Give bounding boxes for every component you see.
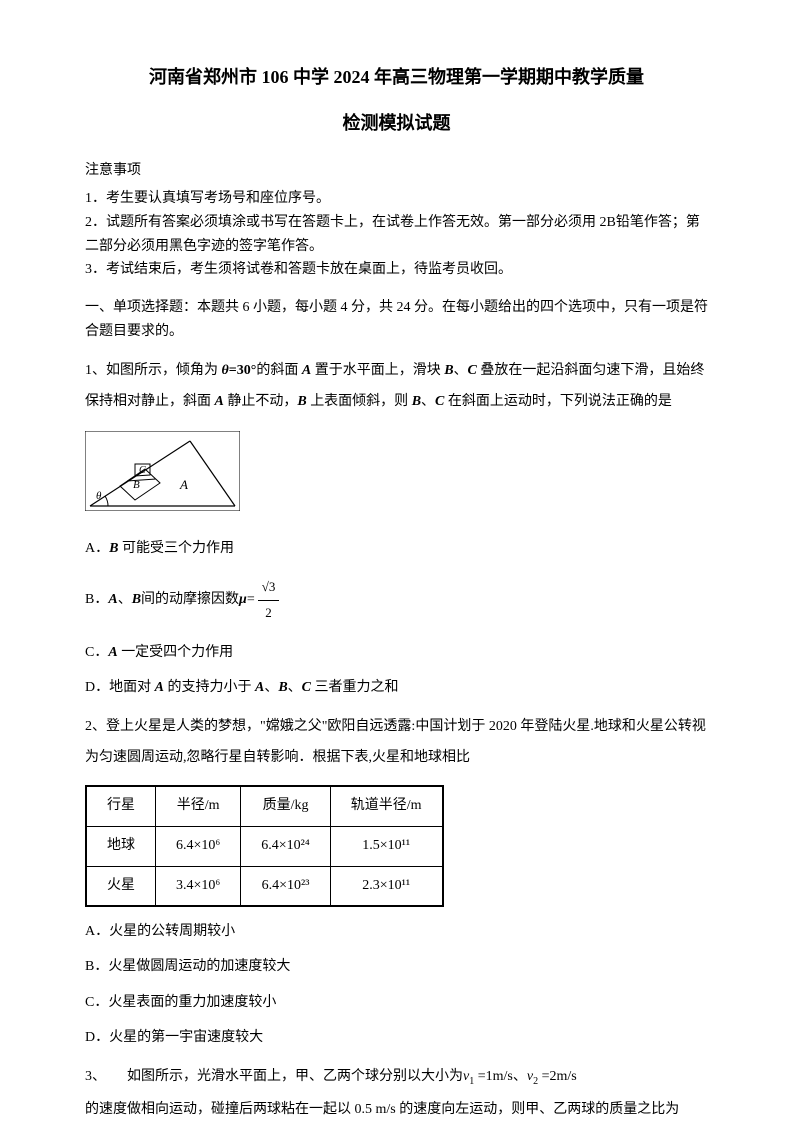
title-sub: 检测模拟试题 bbox=[85, 106, 708, 140]
q1C-2: 一定受四个力作用 bbox=[118, 645, 234, 660]
table-row-earth: 地球 6.4×10⁶ 6.4×10²⁴ 1.5×10¹¹ bbox=[86, 827, 443, 867]
q1B-0: B． bbox=[85, 587, 108, 614]
td-01: 6.4×10⁶ bbox=[156, 827, 241, 867]
q1-t17: 在斜面上运动时，下列说法正确的是 bbox=[444, 394, 672, 409]
q1-t8: C bbox=[468, 363, 477, 378]
table-row-mars: 火星 3.4×10⁶ 6.4×10²³ 2.3×10¹¹ bbox=[86, 866, 443, 906]
q1B-6: = bbox=[247, 587, 255, 614]
td-03: 1.5×10¹¹ bbox=[330, 827, 442, 867]
q1B-den: 2 bbox=[261, 601, 276, 626]
q1-option-A: A．B 可能受三个力作用 bbox=[85, 536, 708, 561]
q1-option-B: B．A、B 间的动摩擦因数 μ= √3 2 bbox=[85, 575, 708, 625]
q1D-4: 、 bbox=[264, 680, 278, 695]
q1D-1: A bbox=[155, 680, 164, 695]
th-2: 质量/kg bbox=[241, 786, 330, 826]
q1-t12: B bbox=[297, 394, 306, 409]
q1-option-C: C．A 一定受四个力作用 bbox=[85, 640, 708, 665]
q2-option-C: C．火星表面的重力加速度较小 bbox=[85, 990, 708, 1015]
question-3: 3、 如图所示，光滑水平面上，甲、乙两个球分别以大小为v1 =1m/s、v2 =… bbox=[85, 1062, 708, 1093]
th-1: 半径/m bbox=[156, 786, 241, 826]
th-0: 行星 bbox=[86, 786, 156, 826]
q1-t4: A bbox=[302, 363, 311, 378]
svg-text:θ: θ bbox=[96, 490, 102, 502]
q1-t2: =30° bbox=[229, 363, 257, 378]
q1-t13: 上表面倾斜，则 bbox=[307, 394, 412, 409]
q1D-0: D．地面对 bbox=[85, 680, 155, 695]
q3-p1a: 3、 如图所示，光滑水平面上，甲、乙两个球分别以大小为 bbox=[85, 1069, 463, 1084]
q3-eq2: =2m/s bbox=[538, 1069, 577, 1084]
th-3: 轨道半径/m bbox=[330, 786, 442, 826]
q1-t7: 、 bbox=[454, 363, 468, 378]
notice-item-2: 2．试题所有答案必须填涂或书写在答题卡上，在试卷上作答无效。第一部分必须用 2B… bbox=[85, 211, 708, 259]
td-02: 6.4×10²⁴ bbox=[241, 827, 330, 867]
q1B-fraction: √3 2 bbox=[258, 575, 280, 625]
q1B-1: A bbox=[108, 587, 117, 614]
q1-t3: 的斜面 bbox=[256, 363, 302, 378]
q1-t14: B bbox=[412, 394, 421, 409]
q1-t11: 静止不动， bbox=[224, 394, 298, 409]
svg-text:B: B bbox=[133, 479, 140, 491]
q1B-3: B bbox=[132, 587, 141, 614]
q1D-3: A bbox=[255, 680, 264, 695]
q1D-8: 三者重力之和 bbox=[311, 680, 399, 695]
q1D-2: 的支持力小于 bbox=[164, 680, 255, 695]
q1C-0: C． bbox=[85, 645, 108, 660]
td-10: 火星 bbox=[86, 866, 156, 906]
q2-option-D: D．火星的第一宇宙速度较大 bbox=[85, 1025, 708, 1050]
q1D-7: C bbox=[302, 680, 311, 695]
q1B-2: 、 bbox=[118, 587, 132, 614]
q1-t10: A bbox=[215, 394, 224, 409]
question-2: 2、登上火星是人类的梦想，"嫦娥之父"欧阳自远透露:中国计划于 2020 年登陆… bbox=[85, 712, 708, 774]
q1-option-D: D．地面对 A 的支持力小于 A、B、C 三者重力之和 bbox=[85, 675, 708, 700]
q1B-4: 间的动摩擦因数 bbox=[141, 587, 239, 614]
q1-t5: 置于水平面上，滑块 bbox=[311, 363, 444, 378]
q3-eq1: =1m/s、 bbox=[474, 1069, 527, 1084]
q1D-6: 、 bbox=[288, 680, 302, 695]
td-13: 2.3×10¹¹ bbox=[330, 866, 442, 906]
incline-diagram: θ A B C bbox=[85, 431, 708, 522]
td-00: 地球 bbox=[86, 827, 156, 867]
title-main: 河南省郑州市 106 中学 2024 年高三物理第一学期期中教学质量 bbox=[85, 60, 708, 94]
table-header-row: 行星 半径/m 质量/kg 轨道半径/m bbox=[86, 786, 443, 826]
q1C-1: A bbox=[108, 645, 117, 660]
notice-item-1: 1．考生要认真填写考场号和座位序号。 bbox=[85, 187, 708, 211]
q1-t0: 1、如图所示，倾角为 bbox=[85, 363, 222, 378]
q2-option-B: B．火星做圆周运动的加速度较大 bbox=[85, 954, 708, 979]
question-3-p2: 的速度做相向运动，碰撞后两球粘在一起以 0.5 m/s 的速度向左运动，则甲、乙… bbox=[85, 1095, 708, 1126]
q1-t6: B bbox=[444, 363, 453, 378]
q2-option-A: A．火星的公转周期较小 bbox=[85, 919, 708, 944]
td-11: 3.4×10⁶ bbox=[156, 866, 241, 906]
notice-item-3: 3．考试结束后，考生须将试卷和答题卡放在桌面上，待监考员收回。 bbox=[85, 258, 708, 282]
svg-text:A: A bbox=[179, 477, 188, 492]
q1-t15: 、 bbox=[421, 394, 435, 409]
svg-text:C: C bbox=[139, 465, 146, 476]
q1A-2: 可能受三个力作用 bbox=[118, 541, 234, 556]
section1-intro: 一、单项选择题：本题共 6 小题，每小题 4 分，共 24 分。在每小题给出的四… bbox=[85, 296, 708, 344]
q1B-5: μ bbox=[239, 587, 247, 614]
notice-header: 注意事项 bbox=[85, 158, 708, 185]
question-1: 1、如图所示，倾角为 θ=30°的斜面 A 置于水平面上，滑块 B、C 叠放在一… bbox=[85, 356, 708, 418]
q1A-0: A． bbox=[85, 541, 109, 556]
q1-t16: C bbox=[435, 394, 444, 409]
q1B-num: √3 bbox=[258, 575, 280, 601]
q1-t1: θ bbox=[222, 363, 229, 378]
planet-table: 行星 半径/m 质量/kg 轨道半径/m 地球 6.4×10⁶ 6.4×10²⁴… bbox=[85, 785, 444, 907]
td-12: 6.4×10²³ bbox=[241, 866, 330, 906]
q1D-5: B bbox=[278, 680, 287, 695]
